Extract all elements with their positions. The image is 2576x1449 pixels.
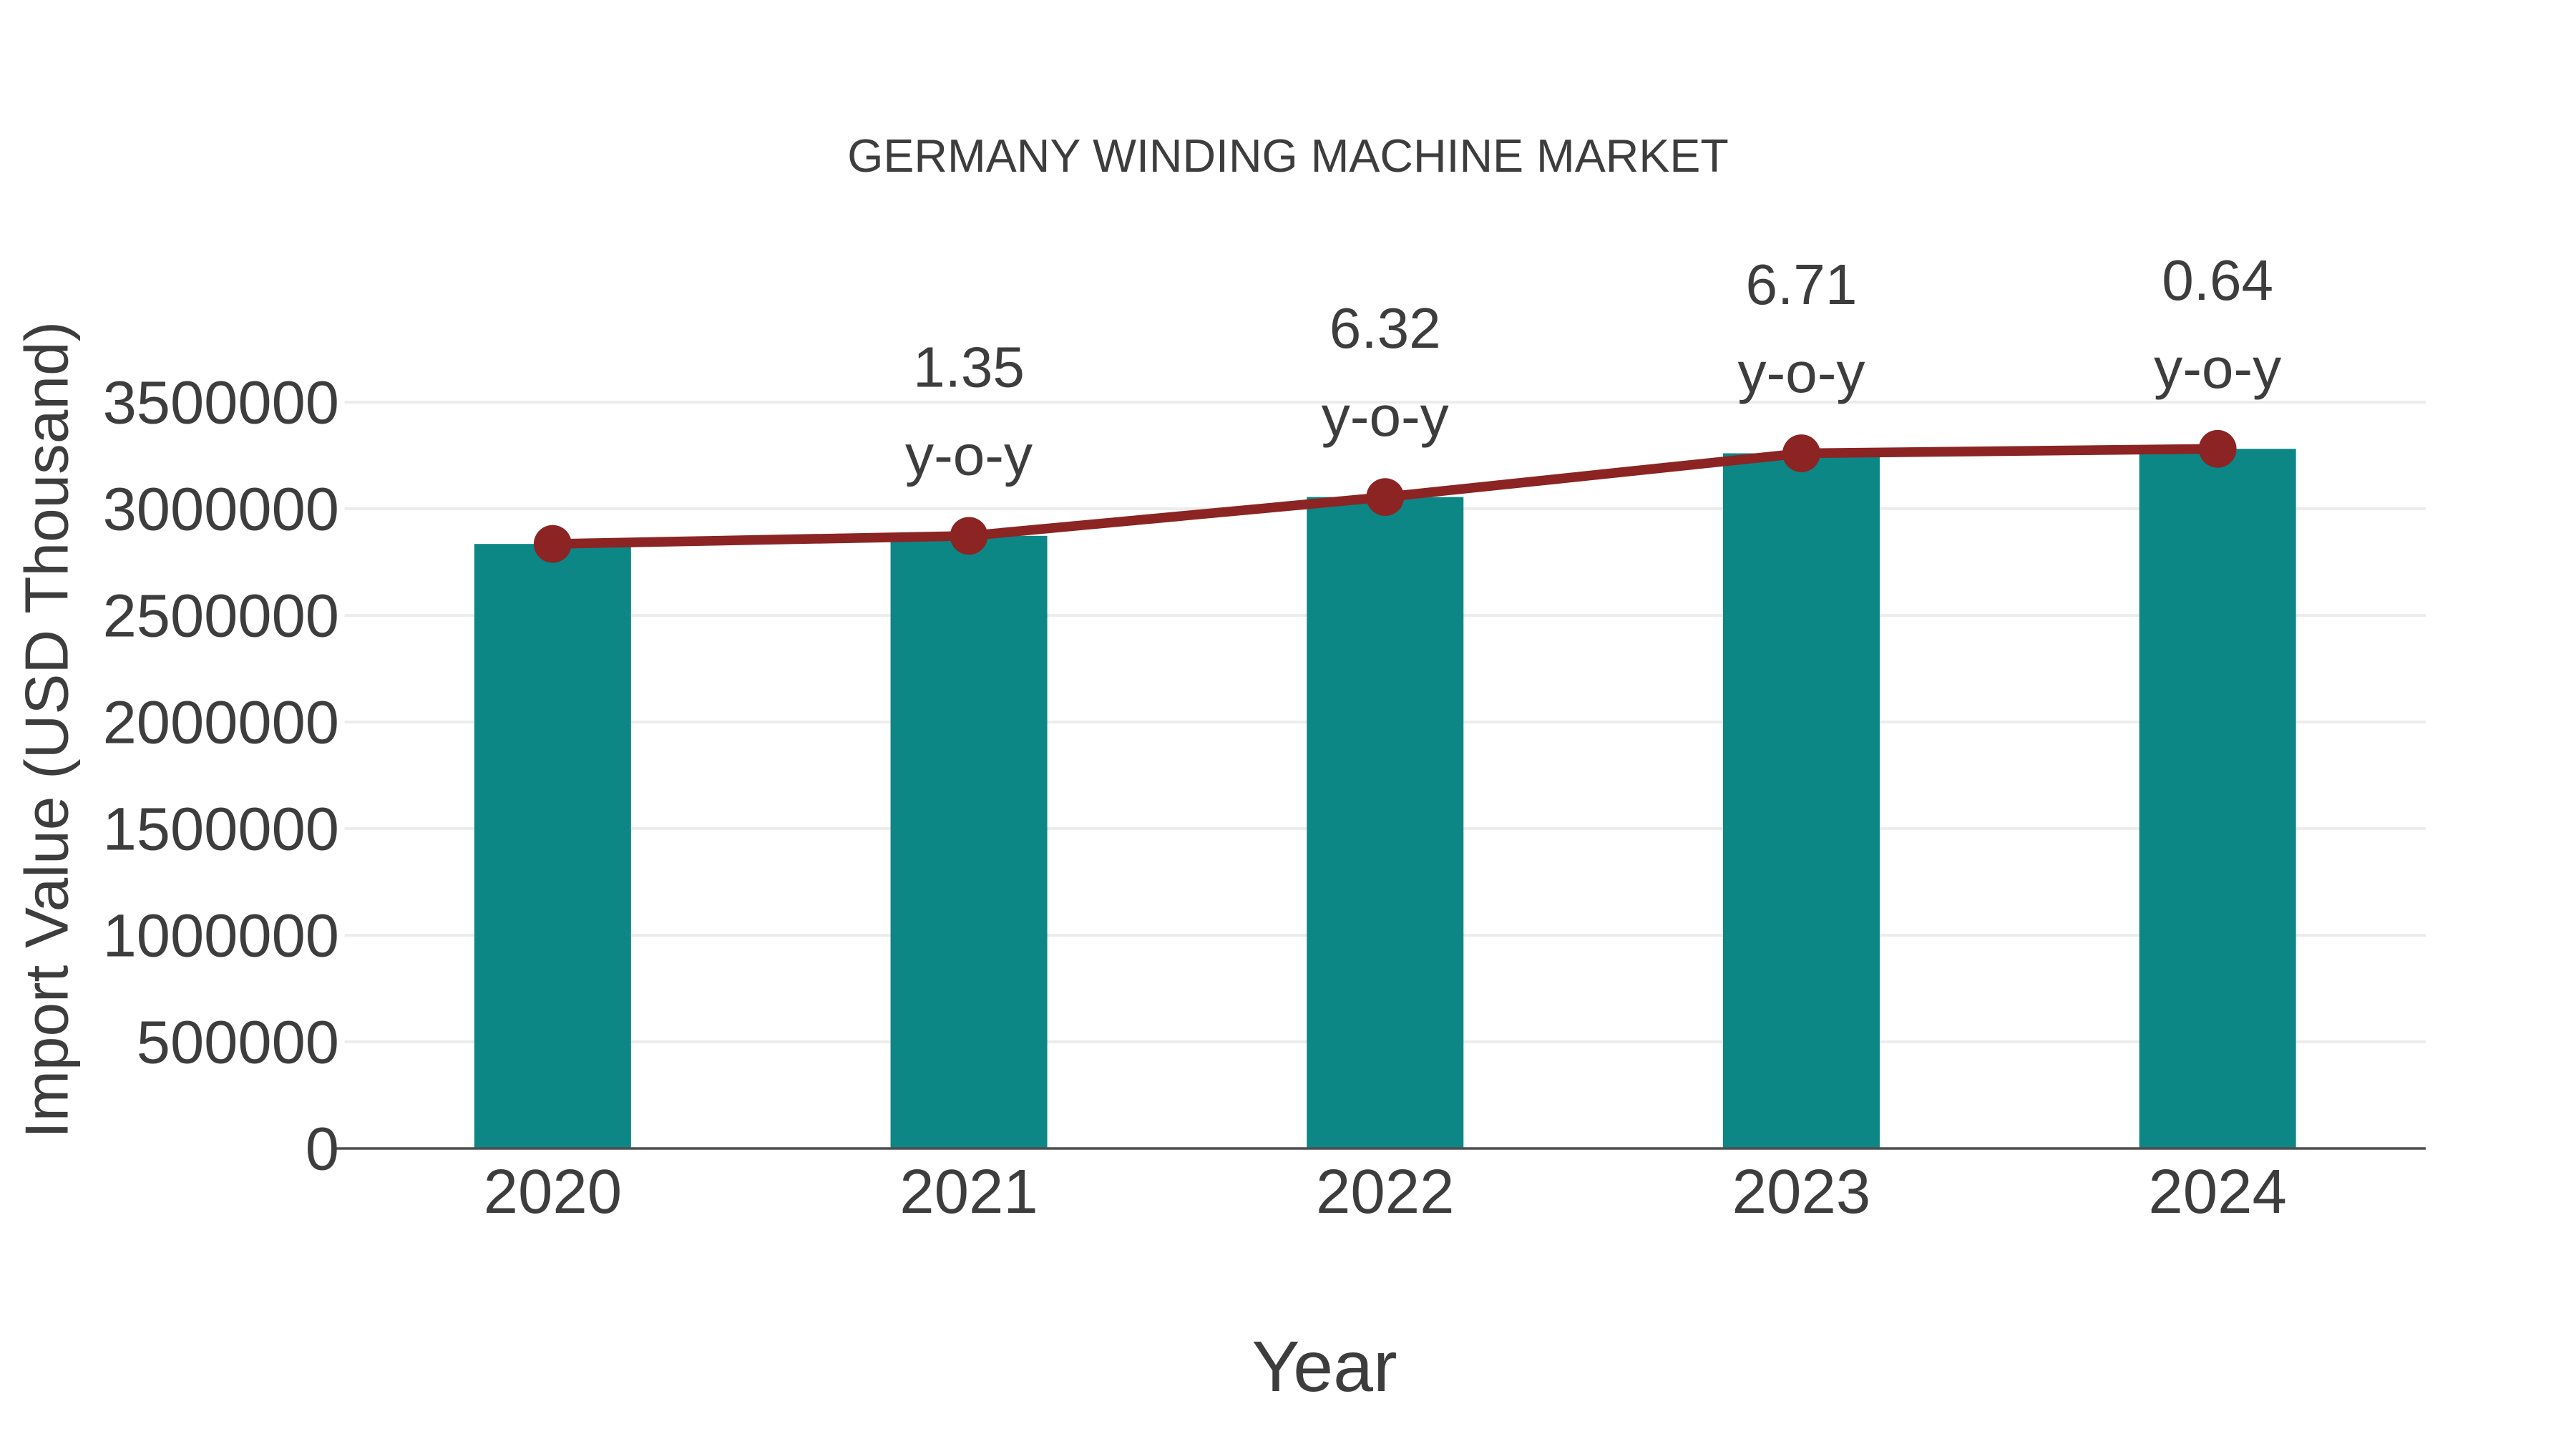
chart-title: GERMANY WINDING MACHINE MARKET — [847, 130, 1729, 182]
trend-marker-2020 — [533, 525, 572, 563]
trend-marker-2024 — [2198, 429, 2237, 468]
annotation-value-2022: 6.32 — [1330, 296, 1441, 360]
x-axis-title: Year — [1252, 1327, 1397, 1407]
annotation-suffix-2021: y-o-y — [905, 422, 1033, 487]
bar-2020 — [474, 544, 631, 1148]
ytick-label-3500000: 3500000 — [103, 368, 339, 436]
xtick-label-2024: 2024 — [2148, 1157, 2287, 1226]
trend-marker-2021 — [950, 517, 988, 555]
bar-2021 — [890, 535, 1048, 1148]
ytick-labels-layer: 0 500000 1000000 1500000 2000000 2500000 30000… — [103, 368, 339, 1182]
annotation-value-2023: 6.71 — [1746, 252, 1858, 316]
xtick-label-2023: 2023 — [1732, 1157, 1871, 1226]
bar-2022 — [1307, 497, 1464, 1148]
ytick-label-1500000: 1500000 — [103, 794, 339, 862]
annotation-suffix-2022: y-o-y — [1322, 384, 1449, 448]
trend-marker-2022 — [1366, 478, 1405, 517]
bar-2024 — [2139, 449, 2296, 1148]
ytick-label-1000000: 1000000 — [103, 901, 339, 969]
trend-marker-2023 — [1782, 434, 1820, 472]
xtick-label-2022: 2022 — [1316, 1157, 1455, 1226]
xtick-label-2020: 2020 — [484, 1157, 623, 1226]
annotation-suffix-2023: y-o-y — [1737, 340, 1865, 404]
annotations-layer: 1.35 y-o-y 6.32 y-o-y 6.71 y-o-y 0.64 y-o-y — [905, 248, 2281, 487]
ytick-label-0: 0 — [306, 1115, 339, 1183]
xtick-label-2021: 2021 — [899, 1157, 1038, 1226]
annotation-suffix-2024: y-o-y — [2154, 336, 2281, 400]
ytick-label-2500000: 2500000 — [103, 581, 339, 649]
y-axis-title: Import Value (USD Thousand) — [13, 321, 81, 1138]
annotation-value-2024: 0.64 — [2162, 248, 2273, 312]
annotation-value-2021: 1.35 — [913, 334, 1025, 399]
ytick-label-500000: 500000 — [137, 1008, 339, 1075]
xtick-labels-layer: 2020 2021 2022 2023 2024 — [484, 1157, 2287, 1226]
ytick-label-3000000: 3000000 — [103, 474, 339, 542]
bars-layer — [474, 449, 2296, 1148]
bar-2023 — [1722, 453, 1880, 1148]
line-layer — [533, 429, 2237, 563]
ytick-label-2000000: 2000000 — [103, 688, 339, 756]
